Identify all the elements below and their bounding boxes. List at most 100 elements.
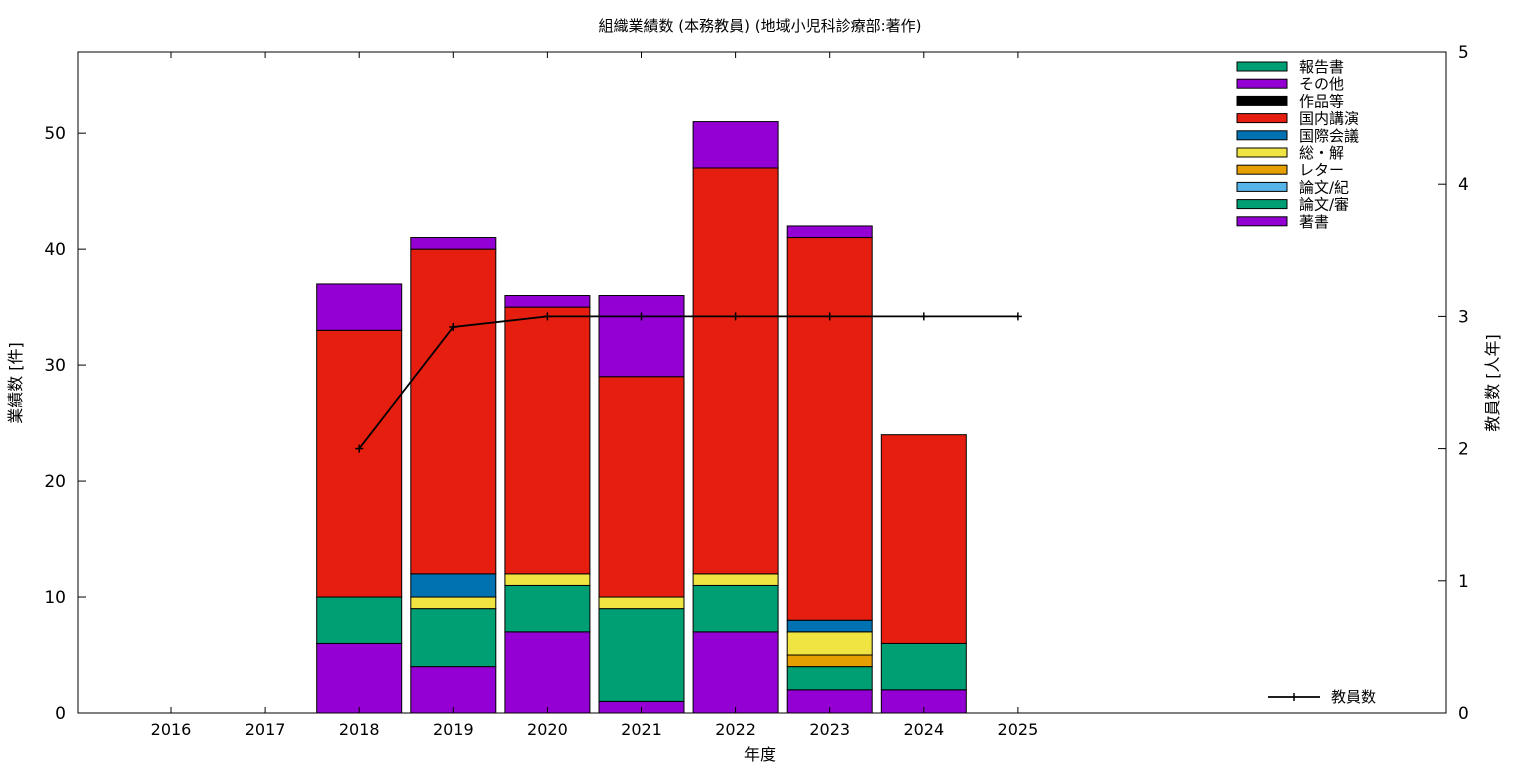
bar-segment <box>598 376 685 598</box>
bar-segment <box>598 596 685 610</box>
legend-item: 総・解 <box>1236 144 1344 162</box>
legend-swatch <box>1236 95 1288 106</box>
legend-swatch <box>1236 181 1288 192</box>
legend-swatch <box>1236 130 1288 141</box>
line-series-path <box>358 315 1018 450</box>
legend-label: レター <box>1299 161 1344 179</box>
bar-segment <box>786 654 873 668</box>
legend-swatch <box>1236 216 1288 227</box>
y-tick-label: 30 <box>44 356 66 376</box>
bar-segment <box>410 573 497 598</box>
legend-label: 作品等 <box>1299 92 1344 110</box>
legend-item: 論文/紀 <box>1236 178 1349 196</box>
y2-axis-label: 教員数 [人年] <box>1483 334 1502 432</box>
legend-label: 論文/紀 <box>1299 178 1349 196</box>
x-tick-label: 2020 <box>527 720 568 739</box>
bars-layer <box>316 121 967 714</box>
bar-segment <box>692 167 779 575</box>
legend-swatch <box>1236 61 1288 72</box>
bar-segment <box>316 283 403 331</box>
line-legend-label: 教員数 <box>1331 688 1376 706</box>
bar-segment <box>504 306 591 575</box>
legend-label: 報告書 <box>1299 58 1344 76</box>
bar-segment <box>316 642 403 714</box>
bar-segment <box>692 631 779 714</box>
legend-swatch <box>1236 199 1288 210</box>
legend-item: 著書 <box>1236 213 1329 231</box>
bar-segment <box>786 619 873 633</box>
line-point <box>543 312 552 321</box>
legend-label: 国際会議 <box>1299 127 1359 145</box>
line-point <box>637 312 646 321</box>
y-tick-label: 40 <box>44 240 66 260</box>
line-point <box>825 312 834 321</box>
y-tick-label: 10 <box>44 588 66 608</box>
legend-label: 論文/審 <box>1299 196 1349 214</box>
legend-item: レター <box>1236 161 1344 179</box>
x-tick-label: 2022 <box>715 720 756 739</box>
legend-item: その他 <box>1236 75 1344 93</box>
bar-segment <box>316 329 403 598</box>
legend-swatch <box>1236 78 1288 89</box>
bar-segment <box>786 225 873 239</box>
line-point <box>919 312 928 321</box>
bar-segment <box>316 596 403 644</box>
x-tick-label: 2023 <box>809 720 850 739</box>
bar-segment <box>598 608 685 702</box>
bar-segment <box>410 248 497 575</box>
bar-segment <box>410 237 497 250</box>
plot-frame <box>77 51 1447 714</box>
legend-item: 国際会議 <box>1236 127 1359 145</box>
legend-item: 国内講演 <box>1236 110 1359 128</box>
y2-tick-label: 4 <box>1458 175 1469 195</box>
y2-tick-label: 1 <box>1458 572 1469 592</box>
legend-label: 国内講演 <box>1299 110 1359 128</box>
y2-tick-label: 0 <box>1458 704 1469 724</box>
legend-label: 著書 <box>1299 213 1329 231</box>
x-tick-label: 2017 <box>245 720 286 739</box>
bar-segment <box>410 596 497 610</box>
y-axis-right: 0 1 2 3 4 5 <box>1438 43 1469 724</box>
legend-item: 作品等 <box>1236 92 1344 110</box>
line-legend: 教員数 <box>1268 688 1376 706</box>
legend-swatch <box>1236 147 1288 158</box>
y2-tick-label: 5 <box>1458 43 1469 63</box>
bar-segment <box>410 666 497 714</box>
bar-segment <box>880 434 967 644</box>
bar-segment <box>598 295 685 378</box>
bar-segment <box>504 573 591 586</box>
bar-segment <box>786 237 873 621</box>
legend-item: 報告書 <box>1236 58 1344 76</box>
x-tick-label: 2018 <box>339 720 380 739</box>
y2-tick-label: 2 <box>1458 440 1469 460</box>
x-tick-label: 2016 <box>151 720 192 739</box>
bar-segment <box>692 121 779 169</box>
x-tick-label: 2019 <box>433 720 474 739</box>
line-point <box>731 312 740 321</box>
legend-label: 総・解 <box>1299 144 1344 162</box>
x-tick-label: 2024 <box>903 720 944 739</box>
bar-segment <box>786 631 873 656</box>
bar-segment <box>692 584 779 633</box>
x-tick-label: 2021 <box>621 720 662 739</box>
y-tick-label: 50 <box>44 124 66 144</box>
bar-segment <box>504 631 591 714</box>
x-tick-label: 2025 <box>998 720 1039 739</box>
legend-swatch <box>1236 113 1288 124</box>
x-axis: 2016 2017 2018 2019 2020 2021 2022 2023 2024 2025 <box>151 52 1039 739</box>
y-axis-left: 0 10 20 30 40 50 <box>44 124 86 724</box>
line-point <box>1013 312 1022 321</box>
chart-title: 組織業績数 (本務教員) (地域小児科診療部:著作) <box>598 17 921 35</box>
y-tick-label: 0 <box>55 704 66 724</box>
bar-segment <box>692 573 779 586</box>
bar-segment <box>504 295 591 308</box>
legend-item: 論文/審 <box>1236 196 1349 214</box>
y-axis-label: 業績数 [件] <box>6 342 25 424</box>
bar-segment <box>504 584 591 633</box>
line-layer <box>355 312 1022 453</box>
bar-segment <box>786 666 873 691</box>
y2-tick-label: 3 <box>1458 307 1469 327</box>
legend-label: その他 <box>1299 75 1344 93</box>
